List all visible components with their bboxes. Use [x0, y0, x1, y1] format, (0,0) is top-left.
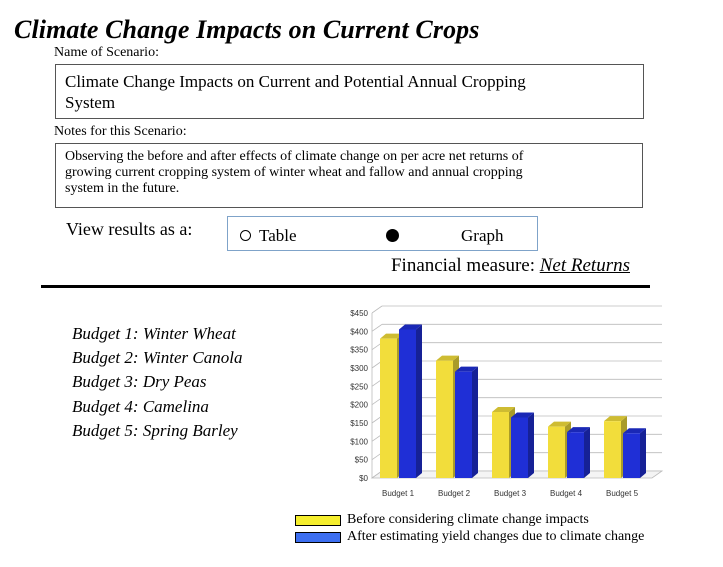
radio-table-label: Table — [259, 226, 297, 245]
view-results-label: View results as a: — [66, 219, 193, 239]
financial-measure-link[interactable]: Net Returns — [539, 255, 630, 276]
x-tick-label: Budget 3 — [494, 489, 527, 498]
bar — [623, 433, 640, 478]
bar-side — [528, 412, 534, 478]
radio-table[interactable]: Table — [240, 226, 297, 246]
x-tick-label: Budget 2 — [438, 489, 471, 498]
y-tick-label: $300 — [350, 364, 368, 373]
legend-swatch-after — [295, 532, 341, 543]
radio-graph[interactable]: Graph — [386, 226, 503, 246]
bar-top — [604, 416, 627, 422]
y-tick-label: $450 — [350, 309, 368, 318]
page-title: Climate Change Impacts on Current Crops — [14, 15, 480, 44]
bar-top — [548, 421, 571, 427]
bar-top — [492, 407, 515, 412]
y-tick-label: $150 — [350, 419, 368, 428]
financial-measure-label: Financial measure: — [390, 255, 535, 276]
budget-item: Budget 5: Spring Barley — [72, 420, 238, 440]
bar-side — [416, 324, 422, 478]
scenario-name-line: Climate Change Impacts on Current and Po… — [65, 72, 526, 91]
x-tick-label: Budget 5 — [606, 489, 639, 498]
bar-top — [567, 427, 590, 433]
notes-line: growing current cropping system of winte… — [65, 165, 523, 180]
bar — [399, 329, 416, 478]
y-tick-label: $0 — [359, 474, 368, 483]
bar-side — [472, 366, 478, 478]
scenario-name-label: Name of Scenario: — [54, 45, 159, 60]
bar — [436, 360, 453, 478]
radio-unselected-icon — [240, 230, 251, 242]
budget-item: Budget 1: Winter Wheat — [72, 324, 236, 343]
bar-top — [511, 412, 534, 418]
bar — [548, 426, 565, 478]
notes-line: system in the future. — [65, 181, 180, 196]
legend-label-after: After estimating yield changes due to cl… — [347, 529, 645, 544]
bar-top — [436, 355, 459, 361]
bar-top — [623, 428, 646, 434]
y-tick-label: $50 — [355, 456, 369, 465]
bar-side — [640, 428, 646, 478]
budget-item: Budget 2: Winter Canola — [72, 348, 243, 368]
notes-line: Observing the before and after effects o… — [65, 149, 524, 164]
bar-top — [455, 366, 478, 372]
bar — [455, 371, 472, 478]
budget-item: Budget 4: Camelina — [72, 396, 209, 416]
x-tick-label: Budget 1 — [382, 489, 415, 498]
budget-list: Budget 1: Winter Wheat Budget 2: Winter … — [72, 322, 242, 443]
notes-field[interactable]: Observing the before and after effects o… — [55, 143, 643, 208]
y-tick-label: $100 — [350, 437, 368, 446]
financial-measure: Financial measure: Net Returns — [391, 255, 630, 277]
y-tick-label: $200 — [350, 401, 368, 410]
bar-top — [399, 324, 422, 330]
y-tick-label: $350 — [350, 346, 368, 355]
x-tick-label: Budget 4 — [550, 489, 583, 498]
y-tick-label: $250 — [350, 382, 368, 391]
bar-top — [380, 333, 403, 339]
bar — [492, 412, 509, 478]
radio-selected-icon — [386, 229, 399, 243]
bar — [604, 421, 621, 478]
y-tick-label: $400 — [350, 327, 368, 336]
bar-side — [584, 427, 590, 478]
radio-graph-label: Graph — [461, 226, 504, 245]
budget-item: Budget 3: Dry Peas — [72, 372, 207, 392]
view-results-toggle: Table Graph — [227, 216, 538, 251]
bar — [380, 338, 397, 478]
gridline — [371, 305, 383, 314]
legend-label-before: Before considering climate change impact… — [347, 512, 589, 527]
gridline — [371, 324, 383, 332]
bar — [567, 432, 584, 478]
legend-swatch-before — [295, 515, 341, 526]
scenario-name-field[interactable]: Climate Change Impacts on Current and Po… — [55, 64, 644, 119]
net-returns-chart: $0 $50 $100 $150 $200 $250 $300 $350 $400 $450 Bud… — [350, 305, 664, 498]
bar — [511, 417, 528, 478]
scenario-name-line: System — [65, 93, 116, 112]
notes-label: Notes for this Scenario: — [54, 124, 187, 139]
section-divider — [41, 285, 650, 288]
